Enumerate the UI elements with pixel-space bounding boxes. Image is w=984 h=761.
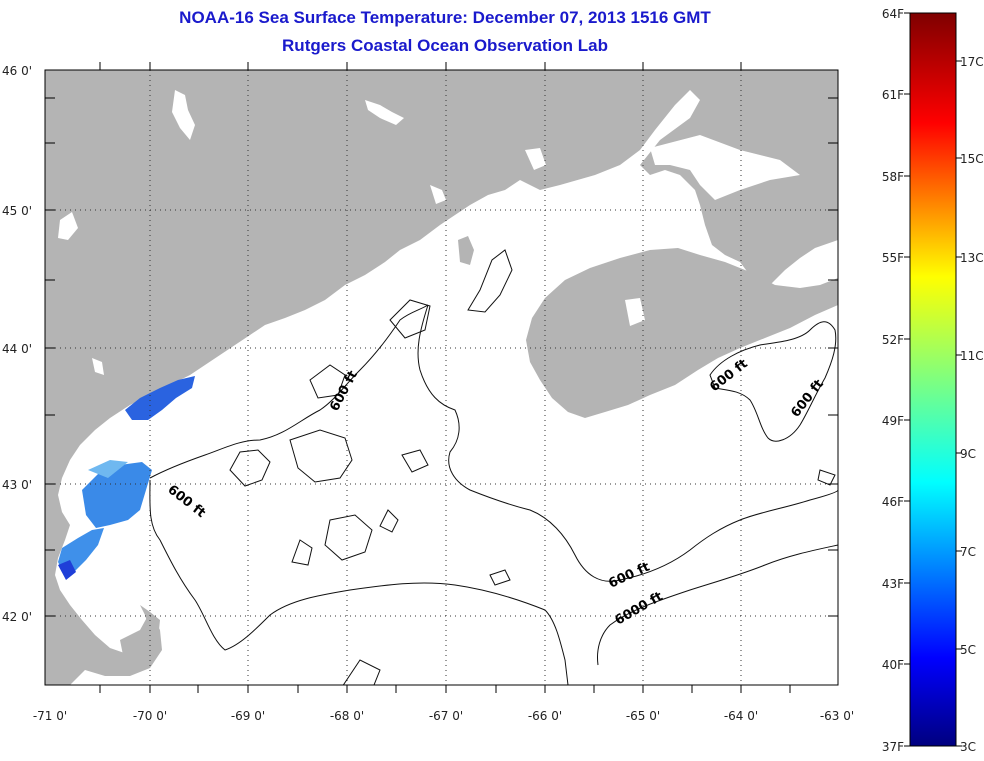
colorbar-f-label: 61F xyxy=(882,88,904,102)
lat-label: 44 0' xyxy=(2,342,32,356)
lat-label: 42 0' xyxy=(2,610,32,624)
colorbar: 64F 61F 58F 55F 52F 49F 46F 43F 40F 37F … xyxy=(882,7,984,754)
colorbar-f-label: 40F xyxy=(882,658,904,672)
colorbar-c-label: 3C xyxy=(960,740,976,754)
lon-label: -64 0' xyxy=(724,709,758,723)
lat-label: 43 0' xyxy=(2,478,32,492)
colorbar-c-label: 15C xyxy=(960,152,984,166)
land-new-england xyxy=(45,70,838,685)
colorbar-c-label: 17C xyxy=(960,55,984,69)
colorbar-c-label: 7C xyxy=(960,545,976,559)
land-nova-scotia xyxy=(526,248,838,418)
lat-label: 46 0' xyxy=(2,64,32,78)
colorbar-f-label: 52F xyxy=(882,333,904,347)
colorbar-c-label: 11C xyxy=(960,349,984,363)
colorbar-f-label: 64F xyxy=(882,7,904,21)
map-frame xyxy=(44,69,839,686)
colorbar-c-label: 5C xyxy=(960,643,976,657)
lon-label: -66 0' xyxy=(528,709,562,723)
colorbar-f-label: 55F xyxy=(882,251,904,265)
colorbar-f-label: 46F xyxy=(882,495,904,509)
bathymetry-contours xyxy=(149,249,838,685)
lon-label: -69 0' xyxy=(231,709,265,723)
land-grand-manan xyxy=(458,236,474,265)
graticule xyxy=(45,70,838,685)
lon-label: -65 0' xyxy=(626,709,660,723)
lon-label: -71 0' xyxy=(33,709,67,723)
lat-label: 45 0' xyxy=(2,204,32,218)
frame-ticks xyxy=(45,62,838,693)
colorbar-c-label: 13C xyxy=(960,251,984,265)
colorbar-f-label: 49F xyxy=(882,414,904,428)
lon-label: -67 0' xyxy=(429,709,463,723)
colorbar-f-label: 43F xyxy=(882,577,904,591)
lon-label: -70 0' xyxy=(133,709,167,723)
lon-label: -63 0' xyxy=(820,709,854,723)
sst-patches xyxy=(58,376,195,580)
inland-lakes xyxy=(58,90,800,375)
colorbar-f-label: 37F xyxy=(882,740,904,754)
lon-label: -68 0' xyxy=(330,709,364,723)
colorbar-gradient xyxy=(909,12,957,747)
colorbar-f-label: 58F xyxy=(882,170,904,184)
colorbar-c-label: 9C xyxy=(960,447,976,461)
map-title: NOAA-16 Sea Surface Temperature: Decembe… xyxy=(179,8,711,27)
map-subtitle: Rutgers Coastal Ocean Observation Lab xyxy=(282,36,608,55)
